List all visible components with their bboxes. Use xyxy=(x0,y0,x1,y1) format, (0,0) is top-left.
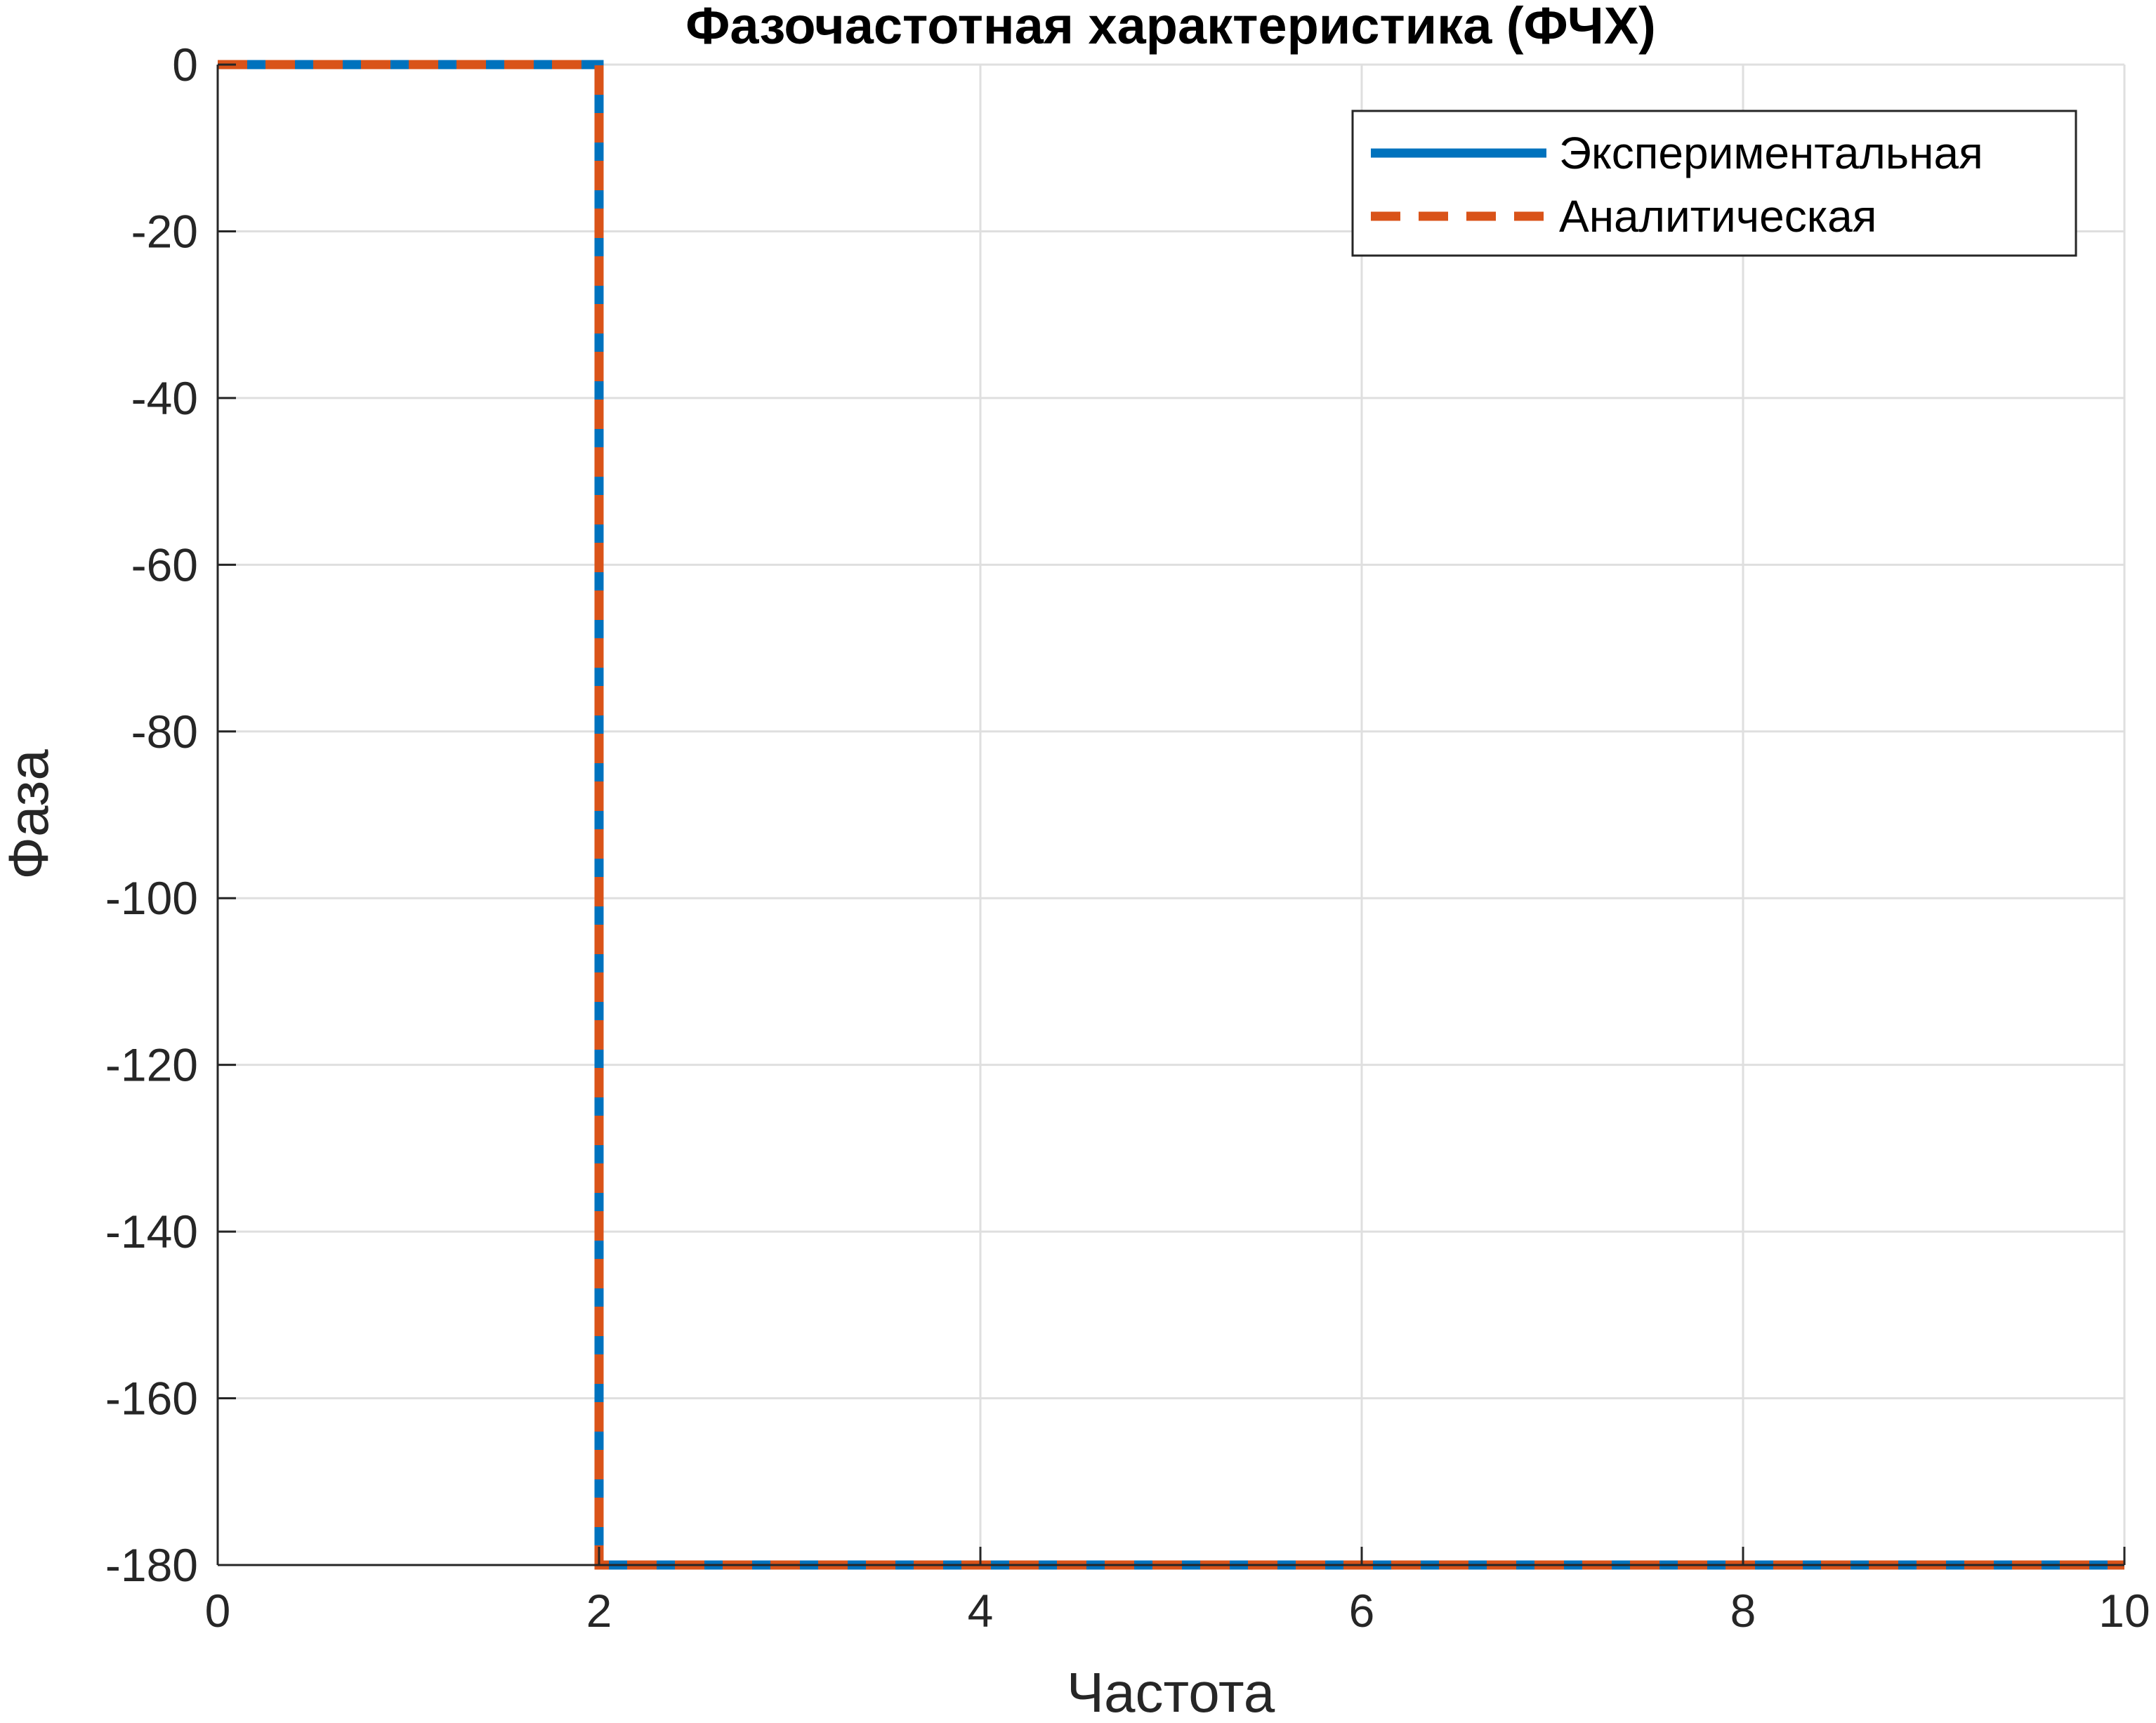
legend-box xyxy=(1351,110,2077,257)
y-tick-label: -180 xyxy=(105,1539,198,1591)
y-tick-label: -20 xyxy=(131,205,198,257)
y-tick-label: -120 xyxy=(105,1039,198,1091)
y-tick-label: -40 xyxy=(131,372,198,424)
x-axis-label: Частота xyxy=(1067,1661,1275,1723)
y-tick-label: -60 xyxy=(131,539,198,590)
y-tick-label: 0 xyxy=(172,39,198,91)
legend: Экспериментальная Аналитическая xyxy=(1351,110,2077,257)
x-axis-ticks: 0 2 4 6 8 10 xyxy=(205,1547,2150,1637)
x-tick-label: 0 xyxy=(205,1585,231,1637)
y-axis-ticks: 0 -20 -40 -60 -80 -100 -120 -140 -160 -180 xyxy=(105,39,236,1591)
y-tick-label: -160 xyxy=(105,1373,198,1425)
legend-label-experimental: Экспериментальная xyxy=(1559,128,1983,178)
y-tick-label: -100 xyxy=(105,872,198,924)
chart-title: Фазочастотная характеристика (ФЧХ) xyxy=(685,0,1656,55)
x-tick-label: 2 xyxy=(586,1585,612,1637)
y-tick-label: -80 xyxy=(131,706,198,758)
plot-area xyxy=(218,65,2124,1565)
legend-label-analytical: Аналитическая xyxy=(1559,191,1876,242)
x-tick-label: 8 xyxy=(1730,1585,1756,1637)
y-tick-label: -140 xyxy=(105,1206,198,1257)
x-tick-label: 6 xyxy=(1349,1585,1375,1637)
grid-lines xyxy=(216,63,2126,1566)
x-tick-label: 10 xyxy=(2098,1585,2150,1637)
y-axis-label: Фаза xyxy=(0,749,60,880)
axes-frame xyxy=(216,65,2124,1566)
x-tick-label: 4 xyxy=(968,1585,994,1637)
